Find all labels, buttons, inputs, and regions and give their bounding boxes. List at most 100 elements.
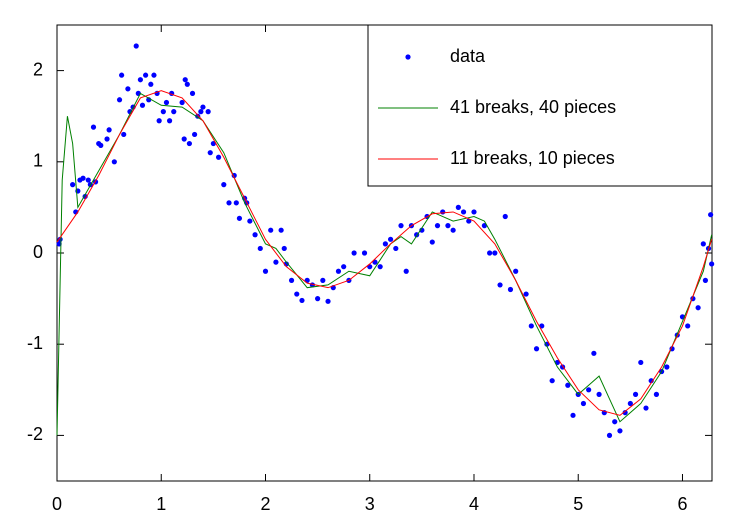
data-point: [195, 113, 201, 119]
data-point: [429, 239, 435, 245]
data-point: [133, 43, 139, 49]
data-point: [226, 200, 232, 206]
data-point: [156, 118, 162, 124]
data-point: [580, 400, 587, 407]
data-point: [70, 182, 76, 188]
data-point: [382, 241, 388, 247]
data-point: [288, 277, 295, 283]
data-point: [90, 124, 97, 130]
data-point: [606, 432, 613, 438]
y-tick-label: 2: [33, 59, 43, 79]
data-point: [233, 200, 239, 206]
data-point: [137, 77, 143, 83]
data-point: [685, 323, 691, 329]
data-point: [627, 400, 633, 407]
data-point: [648, 378, 654, 384]
data-point: [262, 268, 269, 274]
data-point: [702, 277, 709, 283]
data-point: [315, 296, 321, 302]
data-point: [236, 215, 243, 221]
data-point: [139, 102, 146, 108]
data-point: [653, 391, 660, 397]
data-point: [393, 245, 399, 252]
data-point: [513, 268, 519, 274]
data-point: [325, 298, 331, 304]
data-point: [507, 286, 514, 293]
data-point: [98, 142, 104, 148]
data-point: [221, 182, 227, 188]
data-point: [182, 77, 188, 83]
data-point: [125, 86, 131, 92]
data-point: [455, 204, 461, 210]
data-point: [148, 81, 154, 87]
y-tick-label: -2: [27, 424, 43, 444]
legend-marker: [405, 54, 411, 60]
legend-label: 41 breaks, 40 pieces: [450, 97, 616, 117]
data-point: [361, 250, 368, 256]
data-point: [708, 212, 714, 218]
data-point: [617, 428, 623, 434]
data-point: [143, 72, 149, 78]
data-point: [181, 136, 187, 142]
x-tick-label: 6: [677, 494, 687, 514]
data-point: [570, 412, 576, 418]
data-point: [434, 223, 441, 229]
data-point: [643, 405, 649, 411]
data-point: [104, 136, 110, 142]
data-point: [299, 297, 305, 304]
data-point: [184, 81, 190, 87]
data-point: [460, 209, 467, 215]
data-point: [403, 268, 409, 274]
data-point: [700, 241, 706, 247]
x-tick-label: 3: [365, 494, 375, 514]
y-tick-label: 0: [33, 242, 43, 262]
data-point: [377, 264, 383, 270]
data-point: [471, 209, 477, 215]
data-point: [160, 109, 166, 115]
data-point: [200, 104, 206, 110]
data-point: [549, 378, 555, 384]
data-point: [497, 282, 503, 288]
data-point: [119, 72, 125, 78]
data-point: [387, 236, 394, 242]
data-point: [252, 232, 258, 238]
data-point: [186, 140, 192, 147]
data-point: [189, 90, 196, 96]
data-point: [294, 291, 300, 297]
series-line: [56, 90, 713, 416]
data-point: [351, 250, 357, 256]
data-point: [116, 97, 123, 103]
data-point: [335, 268, 342, 274]
y-tick-label: 1: [33, 151, 43, 171]
data-point: [192, 131, 198, 138]
x-tick-label: 1: [156, 494, 166, 514]
data-point: [273, 259, 279, 265]
data-point: [591, 350, 597, 356]
x-tick-label: 5: [573, 494, 583, 514]
data-point: [398, 223, 404, 229]
data-point: [80, 175, 86, 181]
data-point: [163, 99, 170, 106]
data-point: [565, 382, 571, 388]
data-point: [664, 364, 670, 370]
data-point: [179, 99, 185, 106]
data-point: [215, 154, 222, 160]
data-point: [171, 109, 177, 115]
data-point: [111, 159, 117, 165]
data-point: [106, 127, 112, 133]
data-point: [198, 109, 204, 115]
data-point: [612, 419, 618, 425]
data-point: [278, 227, 284, 233]
data-point: [320, 277, 326, 283]
data-point: [502, 213, 508, 220]
data-point: [638, 359, 644, 366]
data-point: [487, 250, 493, 256]
data-point: [440, 209, 446, 215]
x-tick-label: 0: [52, 494, 62, 514]
data-point: [121, 131, 127, 138]
data-point: [622, 410, 628, 416]
data-point: [695, 305, 701, 311]
y-tick-label: -1: [27, 333, 43, 353]
data-point: [492, 250, 498, 256]
x-tick-label: 2: [260, 494, 270, 514]
